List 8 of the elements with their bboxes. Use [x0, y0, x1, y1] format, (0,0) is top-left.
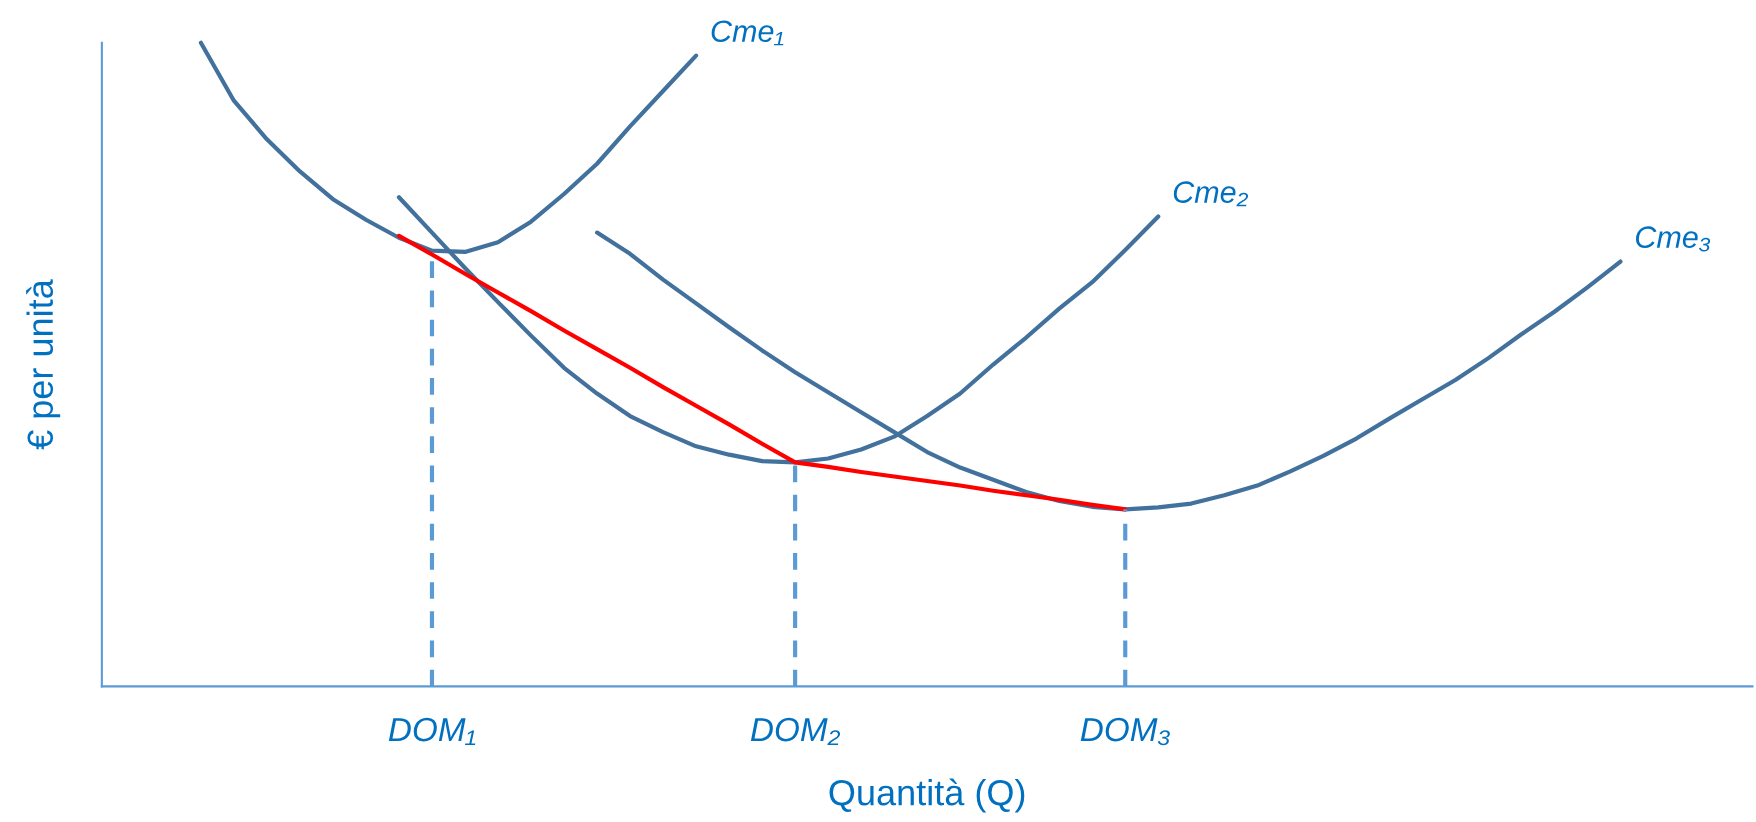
series-label: Cme₃ [1636, 226, 1711, 252]
x-tick-label: DOM₂ [750, 717, 841, 746]
series-label: Cme₁ [711, 20, 784, 46]
y-axis-title: € per unità [26, 279, 61, 450]
series-label: Cme₂ [1173, 181, 1249, 207]
x-tick-label: DOM₁ [388, 717, 476, 746]
x-axis-title: Quantità (Q) [829, 778, 1025, 813]
x-tick-label: DOM₃ [1080, 717, 1170, 746]
